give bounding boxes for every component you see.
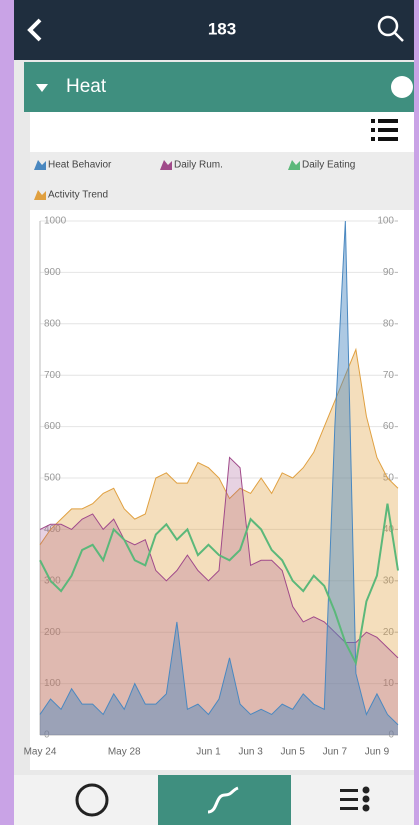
legend-label: Heat Behavior <box>48 160 112 171</box>
y-tick-label: 300 <box>44 575 61 586</box>
y-tick-label: 700 <box>44 370 61 381</box>
header-title: 183 <box>208 19 236 38</box>
section-title: Heat <box>66 76 107 97</box>
settings-icon[interactable] <box>391 76 413 98</box>
collapse-icon <box>36 84 48 92</box>
legend-swatch <box>34 160 46 170</box>
nav-chart-tab[interactable] <box>158 775 291 825</box>
y-tick-label: 1000 <box>44 216 67 227</box>
x-tick-label: Jun 3 <box>238 747 263 758</box>
y-tick-label: 200 <box>44 627 61 638</box>
legend-bg <box>30 152 414 210</box>
nav-list-tab[interactable] <box>340 786 370 812</box>
x-tick-label: May 28 <box>108 747 141 758</box>
menu-icon[interactable] <box>371 119 398 141</box>
series-line <box>39 503 399 667</box>
y-tick-label: 600 <box>44 421 61 432</box>
x-tick-label: Jun 9 <box>365 747 390 758</box>
nav-chart-icon <box>207 786 239 814</box>
legend-label: Daily Rum. <box>174 160 223 171</box>
y-tick-label: 500 <box>44 473 61 484</box>
x-tick-label: Jun 7 <box>323 747 348 758</box>
y2-tick-label: 50 <box>383 473 395 484</box>
legend-swatch <box>34 190 46 200</box>
legend-label: Activity Trend <box>48 190 108 201</box>
legend-label: Daily Eating <box>302 160 355 171</box>
y-tick-label: 100 <box>44 678 61 689</box>
series-line <box>39 456 399 659</box>
x-tick-label: Jun 1 <box>196 747 221 758</box>
x-tick-label: Jun 5 <box>280 747 305 758</box>
series-area <box>40 457 398 735</box>
back-button[interactable] <box>27 18 42 42</box>
nav-cycle-tab[interactable] <box>75 783 109 817</box>
y2-tick-label: 60 <box>383 421 395 432</box>
x-tick-label: May 24 <box>24 747 57 758</box>
y2-tick-label: 30 <box>383 575 395 586</box>
legend-swatch <box>288 160 300 170</box>
series-line <box>39 347 399 546</box>
y2-tick-label: 10 <box>383 678 395 689</box>
section-header[interactable] <box>24 62 414 112</box>
series-area <box>40 349 398 735</box>
y2-tick-label: 100 <box>377 216 394 227</box>
y2-tick-label: 70 <box>383 370 395 381</box>
y2-tick-label: 90 <box>383 267 395 278</box>
y-tick-label: 400 <box>44 524 61 535</box>
y-tick-label: 800 <box>44 318 61 329</box>
y2-tick-label: 40 <box>383 524 395 535</box>
legend-swatch <box>160 160 172 170</box>
series-line <box>39 220 399 726</box>
y2-tick-label: 20 <box>383 627 395 638</box>
y2-tick-label: 80 <box>383 318 395 329</box>
y-tick-label: 900 <box>44 267 61 278</box>
search-button[interactable] <box>377 15 404 42</box>
top-bar <box>14 0 414 60</box>
